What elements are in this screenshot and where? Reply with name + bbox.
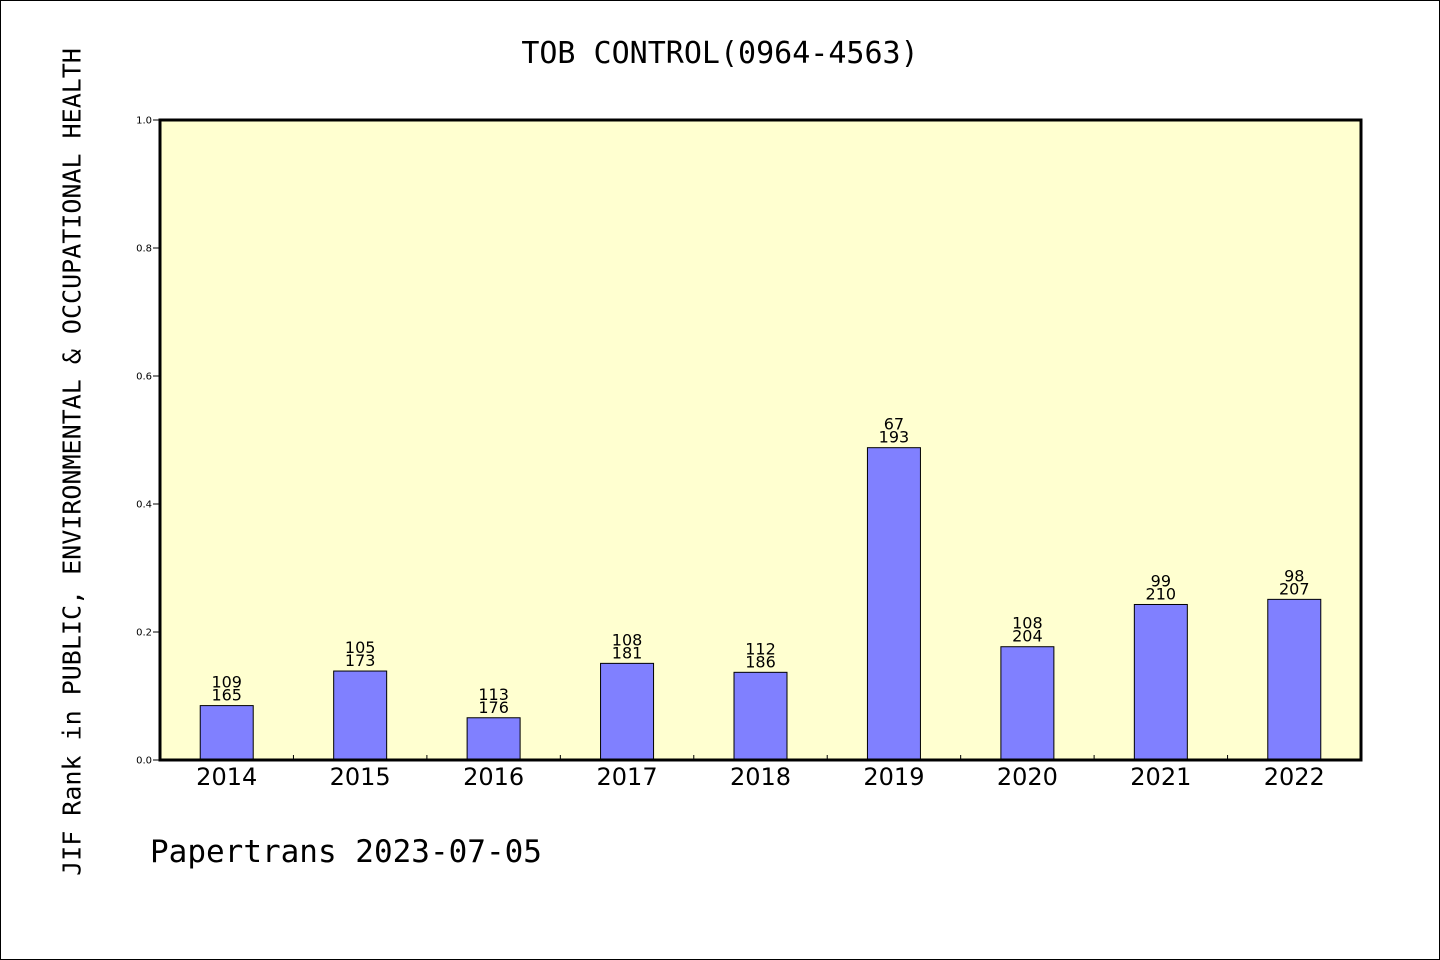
y-tick-label: 0.0 bbox=[136, 756, 152, 767]
bar-total-label: 186 bbox=[745, 652, 776, 671]
x-tick-label: 2015 bbox=[330, 763, 391, 791]
bar-total-label: 204 bbox=[1012, 627, 1043, 646]
bar-2015 bbox=[333, 670, 388, 761]
x-tick-label: 2014 bbox=[196, 763, 257, 791]
x-tick-label: 2022 bbox=[1264, 763, 1325, 791]
bar-rank-label: 108 bbox=[612, 630, 643, 649]
bar-2020 bbox=[1000, 646, 1055, 761]
bar-total-label: 173 bbox=[345, 651, 376, 670]
y-tick-label: 0.6 bbox=[136, 372, 152, 383]
bar-rank-label: 108 bbox=[1012, 614, 1043, 633]
bar-rank-label: 112 bbox=[745, 639, 776, 658]
y-tick-label: 0.4 bbox=[136, 500, 152, 511]
bar-rank-label: 67 bbox=[884, 415, 904, 434]
axis-ticks: 0.0 0.2 0.4 0.6 0.8 1.0 2014 2015 2016 2017 2018 20… bbox=[136, 116, 1325, 792]
x-tick-label: 2016 bbox=[463, 763, 524, 791]
bar-total-label: 181 bbox=[612, 643, 643, 662]
x-tick-label: 2017 bbox=[597, 763, 658, 791]
bar-rank-label: 113 bbox=[478, 685, 509, 704]
plot-border bbox=[158, 118, 1363, 762]
bar-total-label: 210 bbox=[1146, 584, 1177, 603]
y-tick-label: 0.2 bbox=[136, 628, 152, 639]
x-tick-label: 2019 bbox=[863, 763, 924, 791]
bar-total-label: 207 bbox=[1279, 579, 1310, 598]
footer-credit: Papertrans 2023-07-05 bbox=[150, 834, 542, 870]
bar-rank-label: 98 bbox=[1284, 566, 1304, 585]
bar-2016 bbox=[466, 717, 521, 761]
x-tick-label: 2020 bbox=[997, 763, 1058, 791]
bar-rank-label: 109 bbox=[211, 673, 242, 692]
bar-2019 bbox=[866, 447, 921, 761]
bar-rank-label: 99 bbox=[1151, 571, 1171, 590]
bar-2014 bbox=[199, 705, 254, 761]
y-tick-label: 0.8 bbox=[136, 244, 152, 255]
bar-total-label: 165 bbox=[211, 686, 242, 705]
x-tick-label: 2021 bbox=[1130, 763, 1191, 791]
chart-title: TOB CONTROL(0964-4563) bbox=[521, 36, 919, 71]
bar-2022 bbox=[1267, 598, 1322, 761]
x-tick-label: 2018 bbox=[730, 763, 791, 791]
bar-2021 bbox=[1133, 603, 1188, 761]
y-tick-label: 1.0 bbox=[136, 116, 152, 127]
bar-2017 bbox=[600, 662, 655, 761]
bar-total-label: 193 bbox=[879, 428, 910, 447]
bar-2018 bbox=[733, 671, 788, 761]
bar-total-label: 176 bbox=[478, 698, 509, 717]
bar-rank-label: 105 bbox=[345, 638, 376, 657]
